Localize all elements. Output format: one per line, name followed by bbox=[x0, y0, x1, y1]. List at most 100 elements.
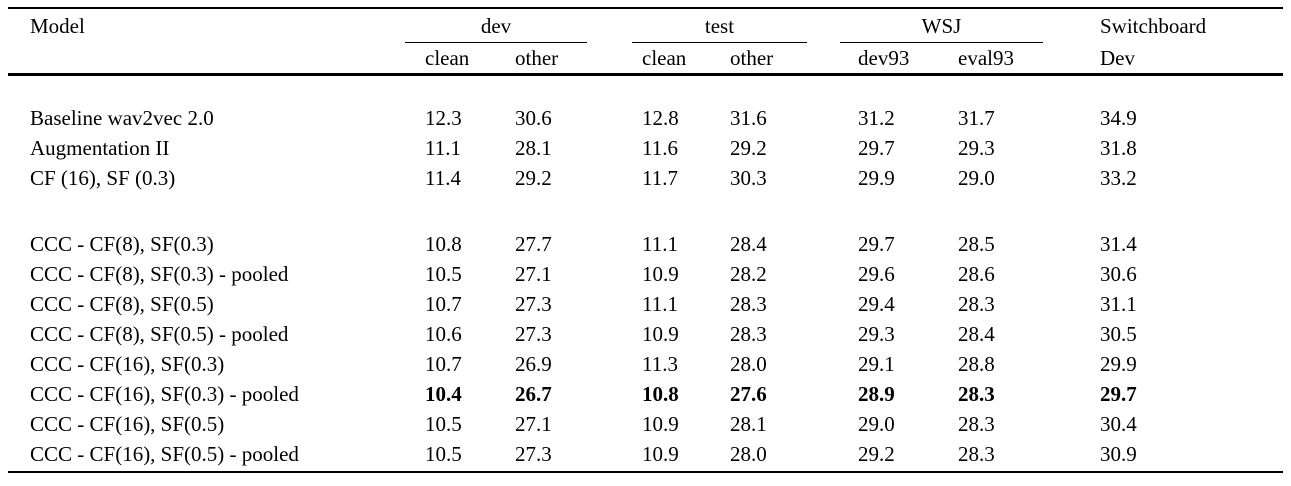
model-cell: CCC - CF(8), SF(0.3) bbox=[30, 232, 214, 256]
cell-swbd-dev: 30.5 bbox=[1100, 322, 1137, 346]
cell-dev-clean: 12.3 bbox=[425, 106, 462, 130]
cell-wsj-dev93: 31.2 bbox=[858, 106, 895, 130]
table-row: CCC - CF(8), SF(0.5) 10.7 27.3 11.1 28.3… bbox=[0, 289, 1291, 319]
cell-wsj-dev93: 29.2 bbox=[858, 442, 895, 466]
table-bottom-rule bbox=[8, 471, 1283, 473]
cell-dev-clean: 10.6 bbox=[425, 322, 462, 346]
cell-dev-other: 27.7 bbox=[515, 232, 552, 256]
cell-wsj-eval93: 28.4 bbox=[958, 322, 995, 346]
cell-test-clean: 10.8 bbox=[642, 382, 679, 406]
cell-dev-clean: 10.4 bbox=[425, 382, 462, 406]
cell-test-other: 29.2 bbox=[730, 136, 767, 160]
cell-wsj-dev93: 29.7 bbox=[858, 136, 895, 160]
cell-swbd-dev: 30.6 bbox=[1100, 262, 1137, 286]
cell-dev-clean: 11.4 bbox=[425, 166, 461, 190]
cell-test-clean: 10.9 bbox=[642, 322, 679, 346]
cell-dev-other: 27.1 bbox=[515, 412, 552, 436]
cell-dev-other: 27.3 bbox=[515, 442, 552, 466]
cell-dev-clean: 10.7 bbox=[425, 292, 462, 316]
cell-wsj-eval93: 29.3 bbox=[958, 136, 995, 160]
column-group-switchboard: Switchboard bbox=[1100, 14, 1207, 38]
subheader-test-other: other bbox=[730, 46, 774, 70]
model-cell: Baseline wav2vec 2.0 bbox=[30, 106, 214, 130]
cell-test-clean: 12.8 bbox=[642, 106, 679, 130]
column-group-dev: dev bbox=[480, 14, 512, 38]
cell-test-other: 27.6 bbox=[730, 382, 767, 406]
subheader-wsj-dev93: dev93 bbox=[858, 46, 910, 70]
cell-wsj-eval93: 28.3 bbox=[958, 442, 995, 466]
model-cell: CCC - CF(16), SF(0.5) bbox=[30, 412, 225, 436]
cell-test-other: 28.3 bbox=[730, 322, 767, 346]
cell-test-other: 28.3 bbox=[730, 292, 767, 316]
subheader-dev-clean: clean bbox=[425, 46, 470, 70]
cell-swbd-dev: 31.8 bbox=[1100, 136, 1137, 160]
cell-wsj-dev93: 29.0 bbox=[858, 412, 895, 436]
cell-test-clean: 10.9 bbox=[642, 262, 679, 286]
model-cell: Augmentation II bbox=[30, 136, 170, 160]
table-row: CCC - CF(16), SF(0.5) 10.5 27.1 10.9 28.… bbox=[0, 409, 1291, 439]
cell-test-other: 28.4 bbox=[730, 232, 767, 256]
table-row: Baseline wav2vec 2.0 12.3 30.6 12.8 31.6… bbox=[0, 103, 1291, 133]
cell-swbd-dev: 30.9 bbox=[1100, 442, 1137, 466]
cell-swbd-dev: 30.4 bbox=[1100, 412, 1137, 436]
cell-wsj-dev93: 29.7 bbox=[858, 232, 895, 256]
cell-dev-other: 27.3 bbox=[515, 322, 552, 346]
cell-swbd-dev: 33.2 bbox=[1100, 166, 1137, 190]
cell-wsj-dev93: 29.6 bbox=[858, 262, 895, 286]
model-cell: CCC - CF(16), SF(0.3) - pooled bbox=[30, 382, 299, 406]
dev-group-underline bbox=[405, 42, 587, 43]
cell-wsj-dev93: 29.9 bbox=[858, 166, 895, 190]
cell-dev-clean: 10.8 bbox=[425, 232, 462, 256]
cell-wsj-eval93: 28.6 bbox=[958, 262, 995, 286]
cell-wsj-eval93: 31.7 bbox=[958, 106, 995, 130]
table-row: CCC - CF(8), SF(0.3) - pooled 10.5 27.1 … bbox=[0, 259, 1291, 289]
cell-dev-other: 26.7 bbox=[515, 382, 552, 406]
cell-wsj-dev93: 29.3 bbox=[858, 322, 895, 346]
wsj-group-underline bbox=[840, 42, 1043, 43]
cell-dev-other: 29.2 bbox=[515, 166, 552, 190]
cell-test-other: 31.6 bbox=[730, 106, 767, 130]
cell-swbd-dev: 29.9 bbox=[1100, 352, 1137, 376]
column-group-test: test bbox=[704, 14, 735, 38]
cell-test-other: 28.0 bbox=[730, 352, 767, 376]
table-row: CCC - CF(8), SF(0.5) - pooled 10.6 27.3 … bbox=[0, 319, 1291, 349]
cell-swbd-dev: 29.7 bbox=[1100, 382, 1137, 406]
model-cell: CCC - CF(8), SF(0.5) bbox=[30, 292, 214, 316]
cell-wsj-dev93: 29.4 bbox=[858, 292, 895, 316]
cell-wsj-dev93: 29.1 bbox=[858, 352, 895, 376]
cell-wsj-eval93: 28.3 bbox=[958, 292, 995, 316]
cell-dev-clean: 10.5 bbox=[425, 442, 462, 466]
cell-test-clean: 11.6 bbox=[642, 136, 678, 160]
cell-wsj-eval93: 28.3 bbox=[958, 382, 995, 406]
cell-wsj-eval93: 29.0 bbox=[958, 166, 995, 190]
cell-test-other: 28.1 bbox=[730, 412, 767, 436]
header-bottom-rule bbox=[8, 73, 1283, 76]
cell-wsj-dev93: 28.9 bbox=[858, 382, 895, 406]
model-cell: CCC - CF(16), SF(0.5) - pooled bbox=[30, 442, 299, 466]
table-top-rule bbox=[8, 7, 1283, 9]
table-row: CCC - CF(16), SF(0.3) 10.7 26.9 11.3 28.… bbox=[0, 349, 1291, 379]
cell-wsj-eval93: 28.5 bbox=[958, 232, 995, 256]
table-row-best: CCC - CF(16), SF(0.3) - pooled 10.4 26.7… bbox=[0, 379, 1291, 409]
subheader-wsj-eval93: eval93 bbox=[958, 46, 1014, 70]
cell-swbd-dev: 31.4 bbox=[1100, 232, 1137, 256]
model-cell: CCC - CF(8), SF(0.3) - pooled bbox=[30, 262, 289, 286]
subheader-dev-other: other bbox=[515, 46, 559, 70]
cell-dev-other: 27.3 bbox=[515, 292, 552, 316]
cell-dev-other: 27.1 bbox=[515, 262, 552, 286]
cell-dev-other: 30.6 bbox=[515, 106, 552, 130]
table-row: Augmentation II 11.1 28.1 11.6 29.2 29.7… bbox=[0, 133, 1291, 163]
table-row: CCC - CF(8), SF(0.3) 10.8 27.7 11.1 28.4… bbox=[0, 229, 1291, 259]
model-cell: CCC - CF(8), SF(0.5) - pooled bbox=[30, 322, 289, 346]
cell-test-clean: 10.9 bbox=[642, 412, 679, 436]
cell-dev-other: 26.9 bbox=[515, 352, 552, 376]
table-row: CF (16), SF (0.3) 11.4 29.2 11.7 30.3 29… bbox=[0, 163, 1291, 193]
cell-dev-clean: 10.5 bbox=[425, 262, 462, 286]
cell-wsj-eval93: 28.8 bbox=[958, 352, 995, 376]
column-header-model: Model bbox=[30, 14, 85, 38]
cell-test-clean: 10.9 bbox=[642, 442, 679, 466]
subheader-test-clean: clean bbox=[642, 46, 687, 70]
cell-test-clean: 11.3 bbox=[642, 352, 678, 376]
cell-test-other: 28.0 bbox=[730, 442, 767, 466]
column-group-wsj: WSJ bbox=[921, 14, 962, 38]
